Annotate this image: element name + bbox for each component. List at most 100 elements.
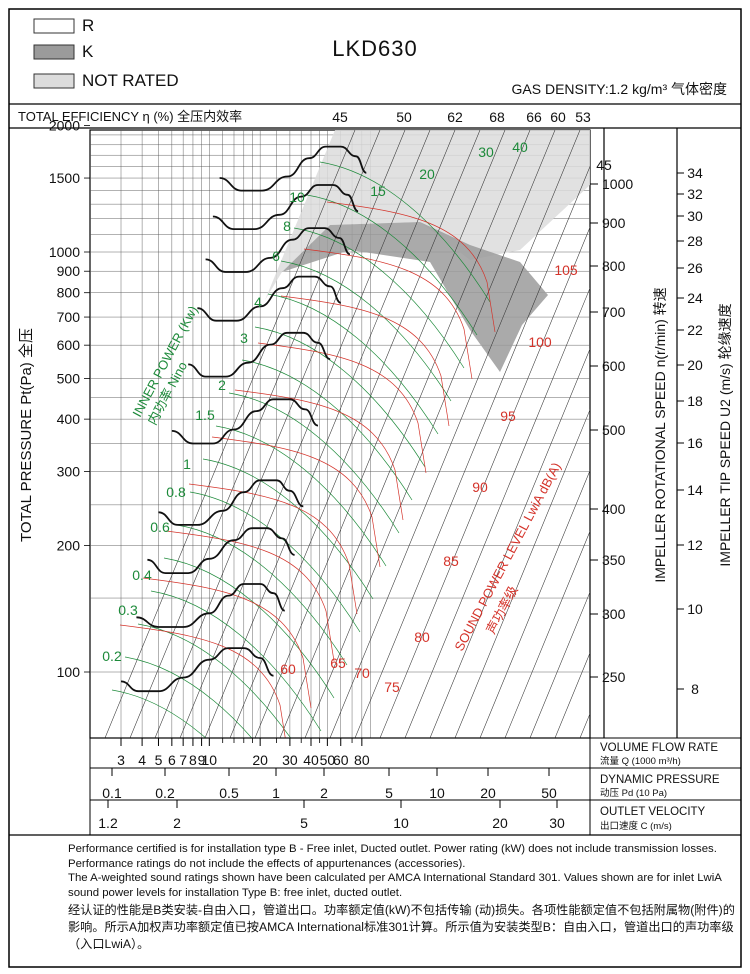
sound-label: 90 bbox=[472, 479, 488, 495]
efficiency-value: 62 bbox=[447, 109, 463, 125]
efficiency-value: 60 bbox=[550, 109, 566, 125]
power-curve bbox=[241, 359, 413, 501]
rotational-speed-title: IMPELLER ROTATIONAL SPEED n(r/min) 转速 bbox=[652, 287, 668, 582]
flow-tick-label: 3 bbox=[117, 752, 125, 768]
pressure-tick-label: 800 bbox=[57, 285, 81, 301]
system-line bbox=[529, 591, 590, 738]
speed-curve bbox=[120, 647, 274, 693]
sound-curve bbox=[234, 389, 404, 521]
speed-curve bbox=[205, 227, 351, 273]
speed-curve bbox=[188, 331, 331, 378]
system-line bbox=[329, 130, 581, 738]
dynamic-pressure-axis: 0.1 0.2 0.5 1 2 5 10 20 50 bbox=[102, 768, 557, 801]
dynamic-tick-label: 0.2 bbox=[155, 785, 175, 801]
footnote: Performance certified is for installatio… bbox=[68, 842, 738, 953]
power-curve bbox=[228, 392, 400, 534]
velocity-tick-label: 5 bbox=[300, 815, 308, 831]
tip-tick-label: 8 bbox=[691, 681, 699, 697]
pressure-tick-label: 200 bbox=[57, 538, 81, 554]
flow-subtitle: 流量 Q (1000 m³/h) bbox=[600, 755, 681, 767]
power-curve bbox=[124, 656, 253, 738]
velocity-tick-label: 10 bbox=[393, 815, 409, 831]
power-label: 4 bbox=[254, 294, 262, 310]
power-label: 3 bbox=[240, 330, 248, 346]
pressure-tick-label: 500 bbox=[57, 370, 81, 386]
sound-curve bbox=[280, 295, 450, 427]
dynamic-tick-label: 2 bbox=[320, 785, 328, 801]
legend-label-k: K bbox=[82, 42, 94, 61]
tip-tick-label: 16 bbox=[687, 435, 703, 451]
rpm-tick-label: 350 bbox=[602, 552, 626, 568]
flow-tick-label: 60 bbox=[333, 752, 349, 768]
rpm-tick-label: 700 bbox=[602, 304, 626, 320]
power-curve bbox=[306, 194, 478, 336]
pressure-tick-label: 2000 bbox=[49, 118, 80, 134]
tip-tick-label: 22 bbox=[687, 322, 703, 338]
rpm-tick-label: 250 bbox=[602, 669, 626, 685]
power-label: 0.4 bbox=[132, 567, 152, 583]
power-label: 30 bbox=[478, 144, 494, 160]
sound-label: 105 bbox=[554, 262, 578, 278]
power-curve bbox=[267, 293, 439, 435]
efficiency-label: TOTAL EFFICIENCY η (%) 全压内效率 bbox=[18, 109, 242, 124]
sound-curve bbox=[257, 342, 427, 474]
rpm-tick-label: 300 bbox=[602, 606, 626, 622]
system-line bbox=[379, 226, 590, 738]
system-line bbox=[429, 348, 590, 738]
speed-curve bbox=[197, 275, 342, 322]
dynamic-subtitle: 动压 Pd (10 Pa) bbox=[600, 788, 667, 799]
power-label: 0.2 bbox=[102, 648, 122, 664]
power-curve bbox=[163, 557, 335, 699]
flow-tick-label: 50 bbox=[320, 752, 336, 768]
tip-tick-label: 12 bbox=[687, 537, 703, 553]
y-axis-title: TOTAL PRESSURE Pt(Pa) 全压 bbox=[17, 328, 35, 542]
sound-label: 80 bbox=[414, 629, 430, 645]
power-curve bbox=[150, 590, 322, 732]
flow-tick-label: 5 bbox=[155, 752, 163, 768]
efficiency-value: 66 bbox=[526, 109, 542, 125]
flow-tick-label: 10 bbox=[202, 752, 218, 768]
gas-density: GAS DENSITY:1.2 kg/m³ 气体密度 bbox=[512, 81, 728, 97]
power-label: 0.8 bbox=[166, 484, 186, 500]
system-line bbox=[354, 165, 590, 738]
power-curves bbox=[111, 161, 491, 738]
tip-tick-label: 14 bbox=[687, 482, 703, 498]
flow-tick-label: 8 bbox=[189, 752, 197, 768]
flow-tick-label: 40 bbox=[303, 752, 319, 768]
efficiency-top-label: 45 bbox=[596, 157, 612, 173]
legend-swatch-k bbox=[33, 44, 75, 60]
dynamic-tick-label: 0.1 bbox=[102, 785, 122, 801]
power-label: 15 bbox=[370, 183, 386, 199]
power-label: 0.6 bbox=[150, 519, 170, 535]
efficiency-values: 45 50 62 68 66 60 53 bbox=[332, 109, 591, 125]
power-label: 1 bbox=[183, 456, 191, 472]
system-line bbox=[129, 130, 381, 738]
sound-curves bbox=[119, 201, 496, 738]
dynamic-tick-label: 50 bbox=[541, 785, 557, 801]
system-line bbox=[279, 130, 531, 738]
rotational-speed-ticks: 250 300 350 400 500 600 700 800 900 1000 bbox=[590, 176, 633, 685]
power-curve bbox=[189, 491, 361, 633]
velocity-axis: 1.2 2 5 10 20 30 bbox=[98, 800, 565, 831]
system-line bbox=[229, 130, 481, 738]
velocity-tick-label: 1.2 bbox=[98, 815, 118, 831]
speed-curve bbox=[136, 583, 286, 628]
dynamic-tick-label: 5 bbox=[385, 785, 393, 801]
tip-tick-label: 18 bbox=[687, 393, 703, 409]
sound-label: 75 bbox=[384, 679, 400, 695]
pressure-tick-label: 700 bbox=[57, 309, 81, 325]
power-curve bbox=[215, 425, 387, 567]
sound-label: 70 bbox=[354, 665, 370, 681]
sound-curve bbox=[165, 530, 335, 662]
k-region bbox=[282, 222, 548, 372]
tip-tick-label: 32 bbox=[687, 186, 703, 202]
pressure-tick-labels: 100 200 300 400 500 600 700 800 900 1000 1500 2000 bbox=[49, 118, 90, 680]
flow-tick-label: 9 bbox=[198, 752, 206, 768]
sound-label: 95 bbox=[500, 408, 516, 424]
system-lines bbox=[104, 130, 590, 738]
power-label: 10 bbox=[289, 189, 305, 205]
tip-tick-label: 26 bbox=[687, 260, 703, 276]
dynamic-tick-label: 20 bbox=[480, 785, 496, 801]
pressure-tick-label: 300 bbox=[57, 464, 81, 480]
